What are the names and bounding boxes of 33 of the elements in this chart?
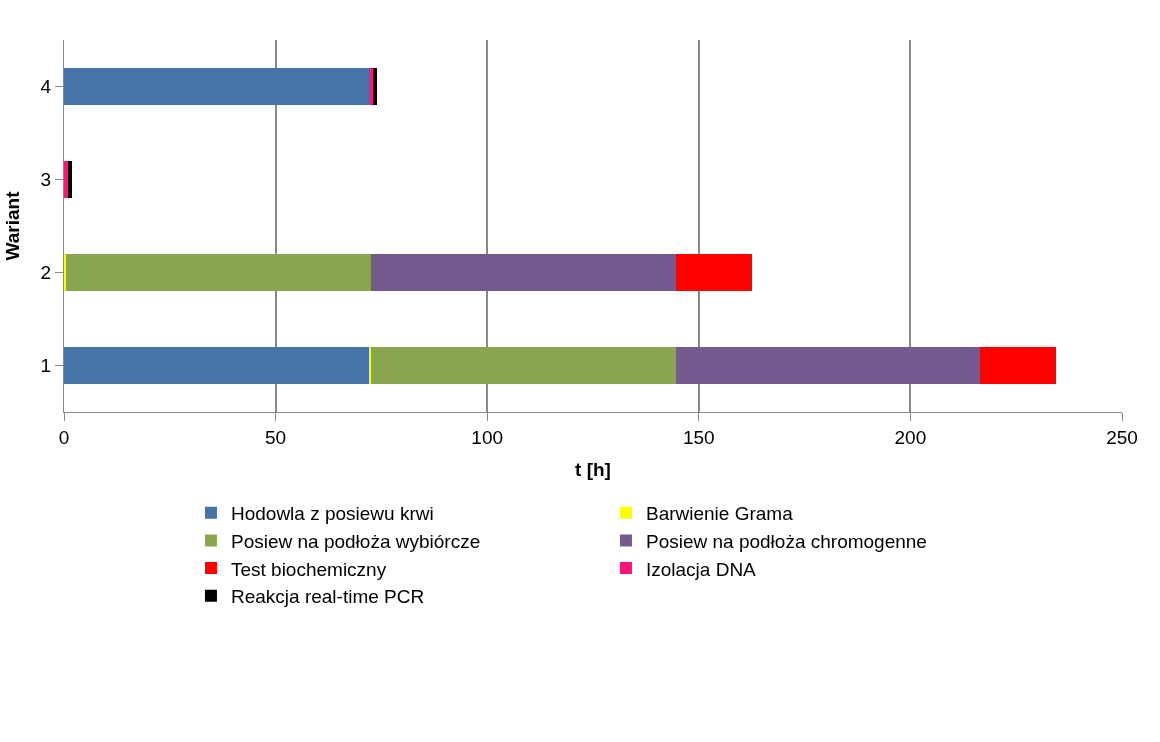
legend-label: Reakcja real-time PCR <box>230 586 425 608</box>
bar <box>64 160 69 199</box>
x-tick-label: 100 <box>471 426 504 448</box>
x-tick-label: 250 <box>1106 426 1138 448</box>
legend-label: Barwienie Grama <box>645 503 794 525</box>
bar <box>66 253 371 292</box>
x-tick-label: 0 <box>58 426 70 448</box>
legend-label: Posiew na podłoża wybiórcze <box>230 530 481 552</box>
bar <box>370 346 676 385</box>
x-tick-label: 150 <box>682 426 715 448</box>
bar <box>675 253 752 292</box>
bar <box>368 346 371 385</box>
bar <box>64 67 369 106</box>
bar <box>370 253 676 292</box>
y-axis-title: Wariant <box>2 190 24 261</box>
bar <box>68 160 73 199</box>
legend-label: Izolacja DNA <box>645 558 757 580</box>
legend-label: Hodowla z posiewu krwi <box>230 503 434 525</box>
bar <box>64 346 369 385</box>
bar <box>368 67 373 106</box>
x-axis-title: t [h] <box>575 458 611 480</box>
x-tick-label: 50 <box>265 426 287 448</box>
y-tick-label: 1 <box>40 355 52 377</box>
y-tick-label: 4 <box>40 76 52 98</box>
bar <box>675 346 981 385</box>
bar <box>372 67 378 106</box>
x-tick-label: 200 <box>894 426 927 448</box>
legend-label: Test biochemiczny <box>230 558 387 580</box>
legend-label: Posiew na podłoża chromogenne <box>645 530 927 552</box>
y-tick-label: 3 <box>40 169 52 191</box>
y-tick-label: 2 <box>40 262 52 284</box>
bar <box>64 253 67 292</box>
bar <box>980 346 1057 385</box>
